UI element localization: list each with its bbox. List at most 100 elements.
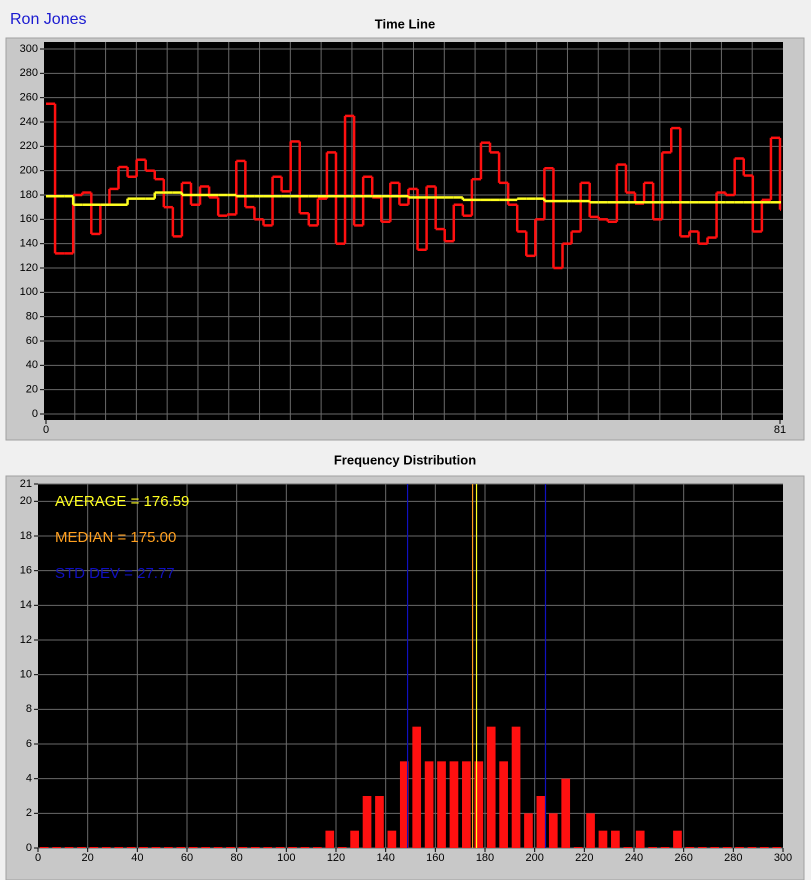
bar: [710, 847, 720, 848]
y-tick-label: 180: [20, 189, 38, 201]
y-tick-label: 20: [26, 384, 38, 396]
bar: [486, 726, 496, 848]
x-tick-label: 20: [82, 852, 94, 864]
annotation: STD DEV = 27.77: [55, 565, 175, 582]
y-tick-label: 280: [20, 67, 38, 79]
y-tick-label: 0: [32, 408, 38, 420]
bar: [697, 847, 707, 848]
bar: [313, 847, 322, 848]
x-tick-label: 260: [674, 852, 692, 864]
x-tick-label: 40: [131, 852, 143, 864]
y-tick-label: 20: [20, 495, 32, 507]
bar: [176, 847, 186, 848]
y-tick-label: 120: [20, 262, 38, 274]
bar: [611, 830, 620, 848]
bar: [362, 796, 372, 848]
bar: [437, 761, 446, 848]
bar: [126, 847, 136, 848]
chart-title: Frequency Distribution: [334, 452, 476, 467]
bar: [722, 847, 732, 848]
bar: [511, 726, 521, 848]
x-tick-label: 0: [43, 424, 49, 436]
x-tick-label: 160: [426, 852, 444, 864]
bar: [548, 813, 558, 848]
x-tick-label: 80: [231, 852, 243, 864]
bar: [747, 847, 757, 848]
x-tick-label: 140: [376, 852, 394, 864]
bar: [350, 830, 359, 848]
bar: [536, 796, 546, 848]
bar: [201, 847, 210, 848]
bar: [337, 847, 347, 848]
y-tick-label: 18: [20, 530, 32, 542]
bar: [635, 830, 645, 848]
x-tick-label: 120: [327, 852, 345, 864]
bar: [89, 847, 99, 848]
y-tick-label: 8: [26, 703, 32, 715]
bar: [735, 847, 744, 848]
x-tick-label: 280: [724, 852, 742, 864]
y-tick-label: 260: [20, 92, 38, 104]
bar: [275, 847, 285, 848]
bar: [573, 847, 583, 848]
bar: [375, 796, 384, 848]
annotation: AVERAGE = 176.59: [55, 493, 189, 510]
bar: [213, 847, 223, 848]
y-tick-label: 6: [26, 738, 32, 750]
y-tick-label: 100: [20, 286, 38, 298]
bar: [64, 847, 74, 848]
annotation: MEDIAN = 175.00: [55, 529, 176, 546]
bar: [449, 761, 459, 848]
bar: [39, 847, 49, 848]
y-tick-label: 160: [20, 213, 38, 225]
bar: [424, 761, 434, 848]
bar: [499, 761, 508, 848]
bar: [164, 847, 173, 848]
bar: [139, 847, 148, 848]
y-tick-label: 21: [20, 478, 32, 490]
bar: [623, 847, 633, 848]
bar: [238, 847, 248, 848]
y-tick-label: 300: [20, 43, 38, 55]
bar: [387, 830, 397, 848]
bar: [188, 847, 198, 848]
bar: [151, 847, 161, 848]
y-tick-label: 0: [26, 842, 32, 854]
y-tick-label: 220: [20, 140, 38, 152]
bar: [648, 847, 657, 848]
bar: [412, 726, 422, 848]
y-tick-label: 16: [20, 565, 32, 577]
bar: [660, 847, 670, 848]
y-tick-label: 14: [20, 599, 32, 611]
bar: [474, 761, 484, 848]
y-tick-label: 4: [26, 773, 32, 785]
y-tick-label: 12: [20, 634, 32, 646]
bar: [598, 830, 608, 848]
x-tick-label: 220: [575, 852, 593, 864]
y-tick-label: 2: [26, 807, 32, 819]
chart-title: Time Line: [375, 16, 435, 31]
bar: [263, 847, 273, 848]
bar: [462, 761, 471, 848]
bar: [524, 813, 533, 848]
y-tick-label: 140: [20, 238, 38, 250]
bar: [288, 847, 297, 848]
bar: [52, 847, 61, 848]
app-title: Ron Jones: [10, 11, 87, 28]
y-tick-label: 80: [26, 311, 38, 323]
bar: [250, 847, 260, 848]
plot-area: [38, 484, 783, 848]
y-tick-label: 240: [20, 116, 38, 128]
bar: [77, 847, 86, 848]
bar: [673, 830, 682, 848]
x-tick-label: 240: [625, 852, 643, 864]
bar: [772, 847, 782, 848]
x-tick-label: 300: [774, 852, 792, 864]
x-tick-label: 180: [476, 852, 494, 864]
bar: [685, 847, 695, 848]
y-tick-label: 200: [20, 165, 38, 177]
bar: [300, 847, 310, 848]
x-tick-label: 200: [525, 852, 543, 864]
bar: [101, 847, 111, 848]
bar: [325, 830, 335, 848]
